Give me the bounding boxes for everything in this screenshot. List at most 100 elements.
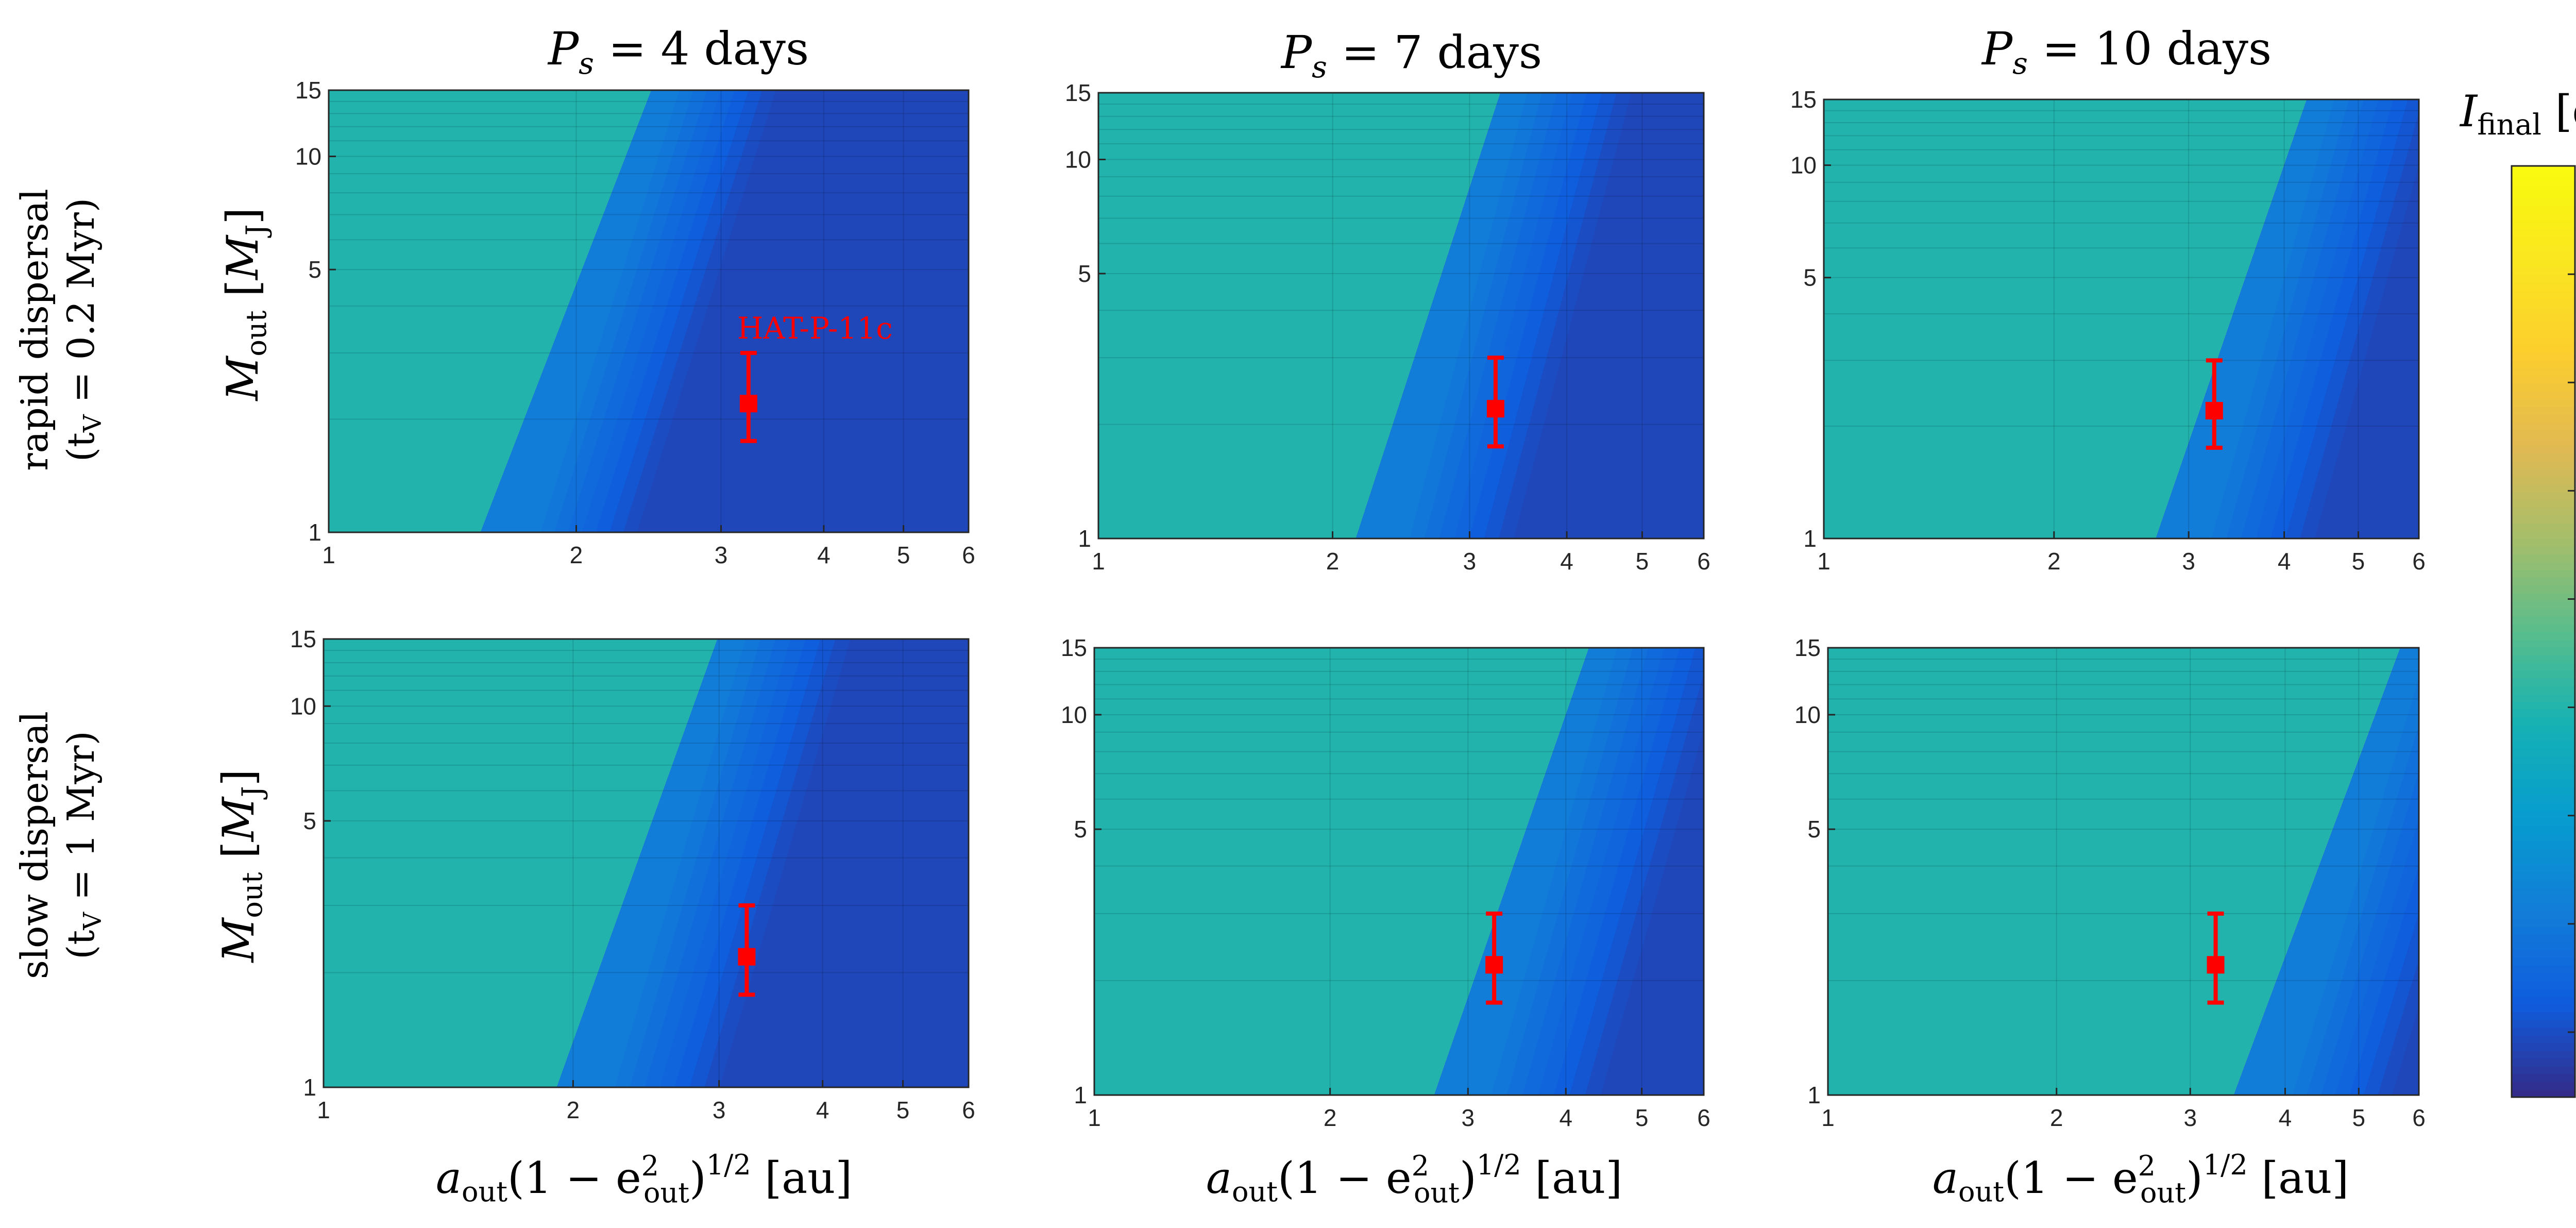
column-title-3: Ps = 10 days — [1981, 22, 2272, 81]
colorbar-segment — [2512, 297, 2575, 307]
colorbar-segment — [2512, 988, 2575, 997]
colorbar-segment — [2512, 755, 2575, 764]
colorbar-segment — [2512, 794, 2575, 803]
colorbar-segment — [2512, 841, 2575, 850]
colorbar-segment — [2512, 709, 2575, 718]
panel-r1c3-contour-band — [1824, 99, 2307, 539]
panel-r2c1-ytick-label: 15 — [290, 626, 316, 652]
colorbar-segment — [2512, 616, 2575, 625]
panel-r1c2-field — [1098, 93, 1704, 539]
colorbar-segment — [2512, 941, 2575, 950]
panel-r2c2-field — [1094, 648, 1704, 1095]
colorbar-segment — [2512, 166, 2575, 175]
panel-r2c1-field — [324, 639, 969, 1087]
colorbar-segment — [2512, 569, 2575, 578]
colorbar-segment — [2512, 1004, 2575, 1013]
panel-r2c3-xtick-label: 2 — [2050, 1104, 2063, 1131]
panel-r1c3-ytick-label: 10 — [1790, 152, 1817, 179]
panel-r2c2-xtick-label: 2 — [1324, 1104, 1337, 1131]
data-point — [2207, 956, 2225, 974]
colorbar-title: Ifinal [deg] — [2459, 86, 2576, 142]
y-axis-label-row2: Mout [MJ] — [213, 769, 268, 964]
colorbar-segment — [2512, 414, 2575, 423]
panel-r1c3-xtick-label: 6 — [2412, 548, 2426, 575]
panel-r1c2-hat-p-11c-marker — [1486, 356, 1504, 449]
colorbar-segment — [2512, 864, 2575, 873]
colorbar-segment — [2512, 499, 2575, 508]
colorbar-segment — [2512, 383, 2575, 392]
panel-r2c1-frame — [323, 638, 970, 1088]
panel-r1c1-hat-p-11c-marker — [739, 350, 757, 443]
panel-r2c3-xtick-label: 6 — [2412, 1104, 2426, 1131]
panel-r2c1-grid — [324, 639, 969, 1087]
panel-r2c3-hat-p-11c-marker — [2207, 911, 2225, 1005]
x-axis-label-2: aout(1 − e2 out)1/2 [au] — [1206, 1149, 1622, 1209]
panel-r1c2-ytick-label: 1 — [1078, 525, 1091, 552]
colorbar-segment — [2512, 585, 2575, 594]
colorbar-segment — [2512, 786, 2575, 795]
colorbar-segment — [2512, 235, 2575, 244]
panel-r2c2-hat-p-11c-marker — [1485, 911, 1503, 1005]
panel-r1c1-ytick-label: 1 — [308, 519, 321, 546]
row-label-2-line2: (tV = 1 Myr) — [59, 731, 107, 959]
panel-r1c1-xtick-label: 6 — [962, 542, 975, 568]
colorbar-segment — [2512, 274, 2575, 283]
colorbar-segment — [2512, 670, 2575, 679]
colorbar-segment — [2512, 779, 2575, 787]
colorbar-segment — [2512, 639, 2575, 648]
column-title-2: Ps = 7 days — [1280, 26, 1542, 85]
colorbar-segment — [2512, 453, 2575, 462]
panel-r2c2-xtick-label: 3 — [1462, 1104, 1475, 1131]
colorbar-segment — [2512, 732, 2575, 741]
colorbar-segment — [2512, 600, 2575, 609]
panel-r1c3-xtick-label: 4 — [2278, 548, 2291, 575]
panel-r2c2-grid — [1094, 648, 1704, 1095]
colorbar-segment — [2512, 1081, 2575, 1090]
panel-r2c1-ytick-label: 1 — [303, 1074, 316, 1101]
panel-r2c3-xtick-label: 4 — [2279, 1104, 2292, 1131]
colorbar-segment — [2512, 911, 2575, 919]
colorbar-segment — [2512, 1050, 2575, 1059]
colorbar-segment — [2512, 1058, 2575, 1067]
colorbar-segment — [2512, 538, 2575, 547]
panel-r2c3-field — [1828, 648, 2419, 1095]
panel-r2c2-contour-band — [1094, 648, 1589, 1095]
panel-r1c1-contour-band — [329, 90, 651, 532]
colorbar-segment — [2512, 530, 2575, 539]
panel-r1c3-grid — [1824, 99, 2419, 539]
panel-r1c2-xtick-label: 4 — [1560, 548, 1573, 575]
panel-r1c3-xtick-label: 1 — [1817, 548, 1831, 575]
colorbar-segment — [2512, 445, 2575, 454]
panel-r2c2-frame — [1093, 647, 1705, 1096]
colorbar-segment — [2512, 608, 2575, 617]
colorbar-segment — [2512, 181, 2575, 190]
colorbar-segment — [2512, 903, 2575, 912]
colorbar-segment — [2512, 1073, 2575, 1082]
panel-r2c2-ytick-label: 5 — [1074, 816, 1087, 843]
colorbar-segment — [2512, 725, 2575, 733]
colorbar-segment — [2512, 949, 2575, 958]
row-label-2-line1: slow dispersal — [13, 711, 56, 979]
data-point — [2205, 401, 2223, 419]
panel-r1c2-ytick-label: 10 — [1065, 146, 1091, 173]
panel-r2c3-xtick-label: 5 — [2352, 1104, 2365, 1131]
colorbar-segment — [2512, 654, 2575, 663]
column-title-1: Ps = 4 days — [547, 22, 809, 81]
colorbar-segment — [2512, 259, 2575, 267]
x-axis-label-1: aout(1 − e2 out)1/2 [au] — [436, 1149, 852, 1209]
colorbar-segment — [2512, 484, 2575, 493]
panel-r1c2-frame — [1097, 92, 1705, 540]
panel-r1c3-xtick-label: 3 — [2182, 548, 2195, 575]
panel-r1c1-ytick-label: 10 — [295, 143, 321, 170]
colorbar-segment — [2512, 849, 2575, 857]
colorbar-segment — [2512, 438, 2575, 446]
colorbar-segment — [2512, 290, 2575, 298]
colorbar-segment — [2512, 329, 2575, 338]
colorbar-segment — [2512, 957, 2575, 966]
colorbar-segment — [2512, 515, 2575, 524]
